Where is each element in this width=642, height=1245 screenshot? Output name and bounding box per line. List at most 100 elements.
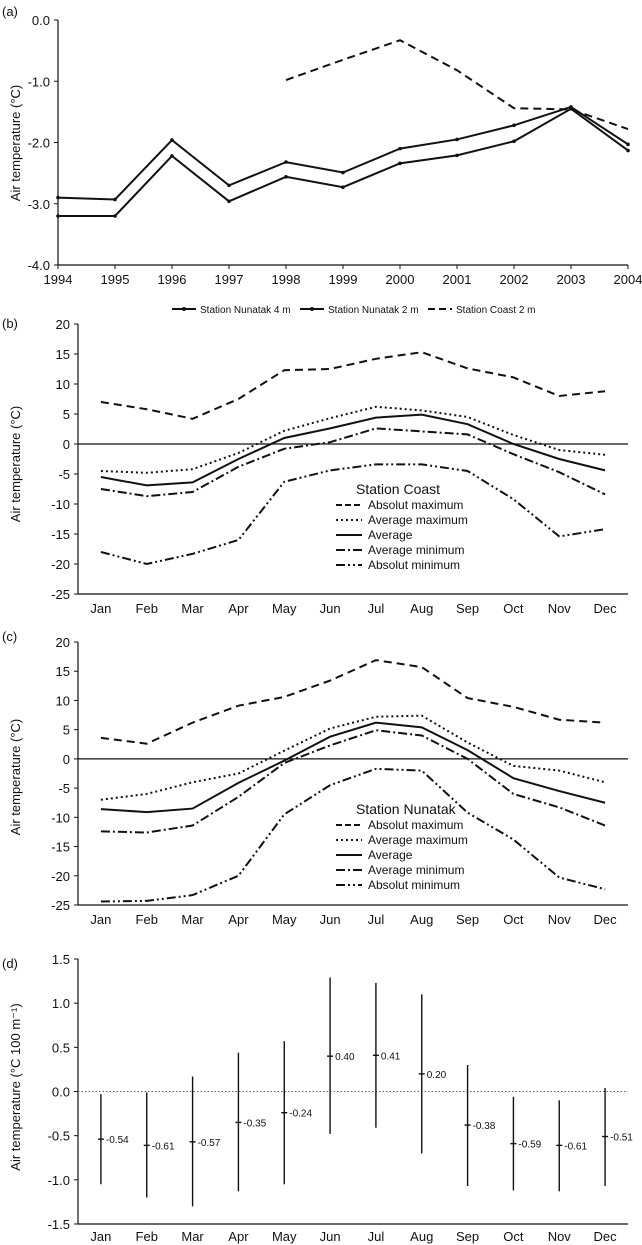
ytick-label: -25 xyxy=(51,587,70,602)
panel-d: (d) Air temperature (°C 100 m⁻¹) 1.5 1.0 0… xyxy=(2,952,633,1244)
panel-d-xtick-label: Dec xyxy=(594,1229,618,1244)
panel-c-axes: 20 15 10 5 0 -5 -10 -15 -20 -25 Jan Feb Mar Apr May Jun… xyxy=(51,635,628,927)
xtick-label: Jun xyxy=(320,601,341,616)
panel-c-series xyxy=(100,659,606,903)
panel-a-xtick-label: 1998 xyxy=(272,272,301,287)
ytick-label: 20 xyxy=(56,317,70,332)
ytick-label: -15 xyxy=(51,527,70,542)
panel-a-point xyxy=(341,185,345,190)
panel-a-series-3 xyxy=(285,39,629,130)
panel-d-xtick-label: Aug xyxy=(410,1229,433,1244)
ytick-label: -20 xyxy=(51,869,70,884)
panel-a-ytick-label: -2.0 xyxy=(28,136,50,151)
ytick-label: 5 xyxy=(63,723,70,738)
panel-a-series-2 xyxy=(58,107,629,217)
xtick-label: Dec xyxy=(594,912,618,927)
legend-a-label-3: Station Coast 2 m xyxy=(456,305,535,316)
legend-label: Average maximum xyxy=(368,833,468,847)
panel-d-xtick-label: Nov xyxy=(548,1229,572,1244)
xtick-label: Nov xyxy=(548,601,572,616)
xtick-label: Aug xyxy=(410,601,433,616)
panel-d-axes: 1.5 1.0 0.5 0.0 -0.5 -1.0 -1.5 Jan Feb Mar Apr May J… xyxy=(48,952,628,1244)
panel-d-value-label: 0.40 xyxy=(335,1052,355,1063)
xtick-label: Jun xyxy=(320,912,341,927)
panel-a-point xyxy=(455,153,459,158)
ytick-label: -5 xyxy=(58,467,70,482)
panel-b-series xyxy=(100,351,606,566)
panel-a-point xyxy=(512,139,516,144)
panel-a-point xyxy=(455,137,459,142)
panel-d-xtick-label: May xyxy=(272,1229,297,1244)
panel-d-ytick-label: -1.5 xyxy=(48,1217,70,1232)
panel-a-point xyxy=(170,138,174,142)
xtick-label: Mar xyxy=(181,912,204,927)
ytick-label: 5 xyxy=(63,407,70,422)
panel-d-ytick-label: 0.5 xyxy=(52,1040,70,1055)
panel-d-errorbars: -0.54 -0.61 -0.57 -0.35 -0.24 0.40 0.41 0.20 -0.… xyxy=(97,977,633,1207)
panel-a-point xyxy=(398,161,402,166)
ytick-label: 10 xyxy=(56,693,70,708)
panel-a-ylabel: Air temperature (°C) xyxy=(8,85,23,201)
panel-a-xtick-label: 2004 xyxy=(614,272,642,287)
panel-a-ytick-label: -4.0 xyxy=(28,258,50,273)
panel-d-value-label: 0.20 xyxy=(427,1070,447,1081)
panel-a-point xyxy=(284,160,288,164)
panel-a-xtick-label: 1999 xyxy=(329,272,358,287)
xtick-label: Oct xyxy=(503,912,524,927)
series-average-maximum xyxy=(100,405,606,474)
panel-a-xtick-label: 2003 xyxy=(557,272,586,287)
panel-d-value-label: -0.35 xyxy=(243,1118,266,1129)
panel-a-xtick-label: 2000 xyxy=(386,272,415,287)
ytick-label: 10 xyxy=(56,377,70,392)
ytick-label: -5 xyxy=(58,781,70,796)
panel-b-label: (b) xyxy=(2,316,18,331)
panel-d-value-label: -0.51 xyxy=(610,1133,633,1144)
series-average-maximum xyxy=(100,714,606,801)
xtick-label: Apr xyxy=(228,601,249,616)
series-absolut-maximum xyxy=(100,659,606,745)
panel-c-ylabel: Air temperature (°C) xyxy=(8,719,23,835)
legend-label: Absolut maximum xyxy=(368,818,463,832)
panel-a-point xyxy=(398,146,402,151)
panel-d-xtick-label: Jan xyxy=(90,1229,111,1244)
panel-d-value-label: -0.54 xyxy=(106,1135,129,1146)
xtick-label: May xyxy=(272,601,297,616)
legend-label: Average maximum xyxy=(368,513,468,527)
panel-d-xtick-label: Jun xyxy=(320,1229,341,1244)
panel-a-ytick-label: -3.0 xyxy=(28,197,50,212)
panel-a-point xyxy=(113,197,117,202)
panel-d-ylabel: Air temperature (°C 100 m⁻¹) xyxy=(8,1003,23,1170)
panel-a-point xyxy=(170,154,174,158)
panel-a-point xyxy=(626,148,630,153)
panel-a-label: (a) xyxy=(2,4,18,19)
series-absolut-maximum xyxy=(100,351,606,420)
series-average-minimum xyxy=(100,427,606,498)
series-absolut-minimum xyxy=(100,767,606,903)
xtick-label: Jul xyxy=(368,912,385,927)
legend-label: Absolut minimum xyxy=(368,878,460,892)
panel-a-xtick-label: 1994 xyxy=(44,272,73,287)
panel-d-value-label: -0.61 xyxy=(564,1141,587,1152)
panel-a-xtick-label: 1995 xyxy=(101,272,130,287)
panel-b: (b) Air temperature (°C) 20 15 10 5 0 -5 -10 -1… xyxy=(2,316,628,616)
panel-d-ytick-label: 1.0 xyxy=(52,996,70,1011)
legend-label: Average minimum xyxy=(368,543,464,557)
xtick-label: Nov xyxy=(548,912,572,927)
panel-a-point xyxy=(569,107,573,111)
ytick-label: 20 xyxy=(56,635,70,650)
panel-d-xtick-label: Oct xyxy=(503,1229,524,1244)
legend-label: Absolut minimum xyxy=(368,558,460,572)
panel-a-ytick-label: -1.0 xyxy=(28,74,50,89)
panel-d-xtick-label: Sep xyxy=(456,1229,479,1244)
panel-a-point xyxy=(113,214,117,218)
panel-a-point xyxy=(284,175,288,179)
xtick-label: Sep xyxy=(456,912,479,927)
xtick-label: Oct xyxy=(503,601,524,616)
panel-a-point xyxy=(56,195,60,200)
panel-a-xtick-label: 1997 xyxy=(215,272,244,287)
legend-a-label-2: Station Nunatak 2 m xyxy=(328,305,419,316)
xtick-label: Feb xyxy=(136,912,158,927)
legend-a-marker-2 xyxy=(310,307,314,311)
